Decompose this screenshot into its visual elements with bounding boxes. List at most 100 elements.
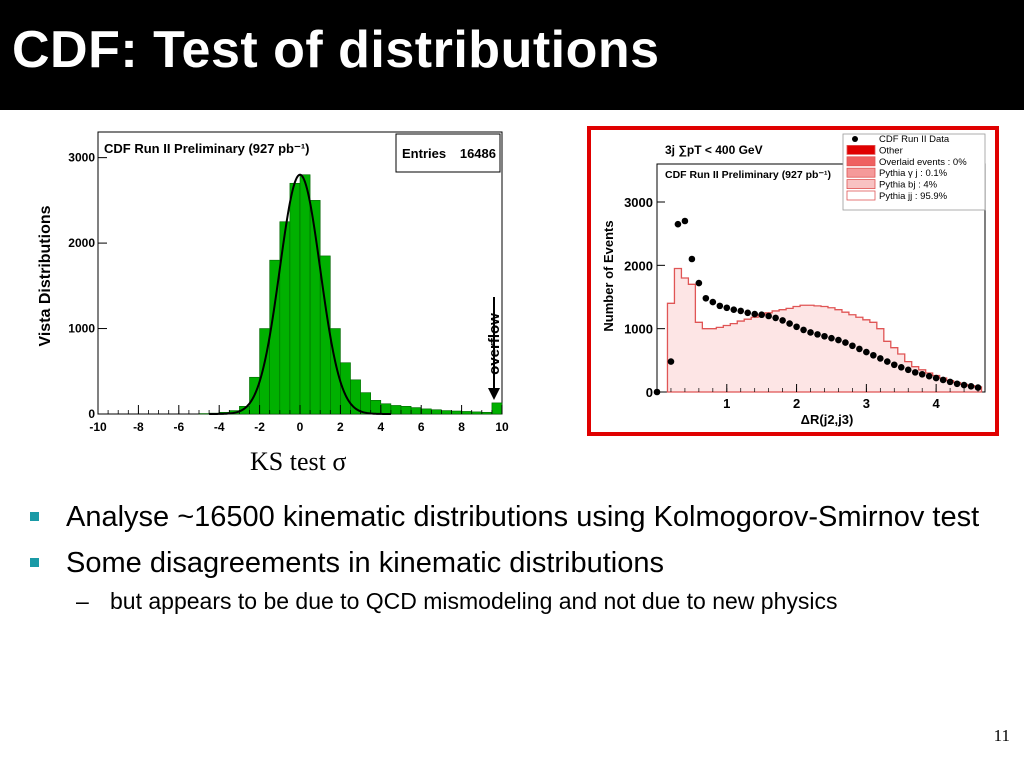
y-tick-label: 0 <box>646 385 653 400</box>
data-point <box>709 298 717 306</box>
slide-title: CDF: Test of distributions <box>12 21 660 79</box>
data-point <box>974 384 982 391</box>
data-point <box>918 370 926 378</box>
right-x-axis-label: ΔR(j2,j3) <box>801 412 854 427</box>
monte-carlo-histogram <box>666 267 983 393</box>
axis-ticks: 1 2 3 4 0 1000 2000 3000 <box>624 195 979 411</box>
data-point <box>716 302 724 310</box>
histogram-bar <box>481 411 493 415</box>
data-point <box>877 355 884 362</box>
data-point <box>911 369 919 376</box>
data-point <box>960 381 968 389</box>
down-arrow-icon <box>488 388 500 400</box>
x-tick-label: 1 <box>723 396 730 411</box>
right-y-axis-label: Number of Events <box>601 220 616 331</box>
x-tick-label: -6 <box>173 420 184 434</box>
data-point <box>946 378 954 386</box>
data-point <box>667 358 675 365</box>
sub-bullet-text: but appears to be due to QCD mismodeling… <box>110 588 838 614</box>
data-point <box>772 314 779 322</box>
data-point <box>835 336 842 344</box>
x-tick-label: -10 <box>89 420 107 434</box>
data-point <box>730 306 738 313</box>
legend-label: Pythia bj : 4% <box>879 180 938 191</box>
data-point <box>897 364 905 371</box>
cut-label: 3j ∑pT < 400 GeV <box>665 143 763 157</box>
x-tick-label: 2 <box>337 420 344 434</box>
histogram-bar <box>410 407 422 415</box>
y-tick-label: 3000 <box>68 151 95 165</box>
data-point <box>695 279 703 287</box>
y-tick-label: 1000 <box>68 322 95 336</box>
data-point <box>702 294 710 302</box>
bullet-text: Some disagreements in kinematic distribu… <box>66 547 664 579</box>
legend-label: Overlaid events : 0% <box>879 157 967 168</box>
data-point <box>828 334 835 342</box>
legend-label: Other <box>879 145 903 156</box>
data-point <box>786 320 793 327</box>
y-tick-label: 2000 <box>68 236 95 250</box>
data-point <box>814 331 821 338</box>
data-point <box>688 255 696 263</box>
histogram-bar <box>279 221 291 415</box>
data-point <box>737 307 745 315</box>
x-tick-label: 10 <box>495 420 509 434</box>
y-tick-label: 1000 <box>624 322 653 337</box>
legend-swatch <box>846 190 876 201</box>
histogram-bar <box>390 405 402 415</box>
data-point <box>765 312 772 320</box>
data-point <box>967 383 975 390</box>
data-point <box>842 339 849 346</box>
stats-label: Entries <box>402 146 446 161</box>
square-bullet-icon <box>30 558 39 567</box>
data-point <box>744 309 752 317</box>
x-tick-label: -8 <box>133 420 144 434</box>
x-tick-label: 8 <box>458 420 465 434</box>
histogram-bar <box>289 182 301 415</box>
legend-swatch <box>846 167 876 178</box>
data-point <box>793 323 800 331</box>
page-number: 11 <box>993 726 1010 745</box>
legend-label: Pythia jj : 95.9% <box>879 191 948 202</box>
legend-dot-icon <box>852 136 858 142</box>
legend-swatch <box>846 156 876 167</box>
y-tick-label: 0 <box>88 407 95 421</box>
histogram-bar <box>471 411 483 415</box>
bullet-item: Analyse ~16500 kinematic distributions u… <box>30 500 990 534</box>
left-chart-title: CDF Run II Preliminary (927 pb⁻¹) <box>104 141 310 156</box>
data-point <box>939 376 947 384</box>
x-tick-label: 0 <box>297 420 304 434</box>
data-point <box>932 374 940 382</box>
bullet-list: Analyse ~16500 kinematic distributions u… <box>30 500 990 616</box>
x-tick-label: 4 <box>377 420 384 434</box>
data-point <box>800 326 807 334</box>
legend-swatch <box>846 179 876 189</box>
stats-box: Entries 16486 <box>395 133 501 173</box>
data-point <box>890 361 898 369</box>
histogram-bar <box>380 403 392 415</box>
x-tick-label: 2 <box>793 396 800 411</box>
histogram-bar <box>441 410 452 415</box>
legend-swatch <box>846 144 876 155</box>
x-tick-label: 3 <box>863 396 870 411</box>
histogram-bar <box>370 400 382 415</box>
x-tick-label: 6 <box>418 420 425 434</box>
delta-r-distribution: 1 2 3 4 0 1000 2000 3000 CDF Run II Preliminary… <box>587 126 999 436</box>
data-point <box>779 317 786 324</box>
data-point <box>863 348 870 356</box>
left-y-axis-label: Vista Distributions <box>37 205 54 346</box>
data-points <box>653 217 982 396</box>
data-point <box>904 366 912 374</box>
sub-bullet-item: – but appears to be due to QCD mismodeli… <box>30 586 990 616</box>
data-point <box>856 345 863 353</box>
square-bullet-icon <box>30 512 39 521</box>
data-point <box>681 217 689 225</box>
y-tick-label: 3000 <box>624 195 653 210</box>
data-point <box>849 342 856 350</box>
histogram-bar <box>420 408 432 415</box>
data-point <box>925 372 933 380</box>
ks-test-caption: KS test σ <box>250 447 347 476</box>
bullet-item: Some disagreements in kinematic distribu… <box>30 546 990 580</box>
legend-label: Pythia γ j : 0.1% <box>879 168 948 179</box>
